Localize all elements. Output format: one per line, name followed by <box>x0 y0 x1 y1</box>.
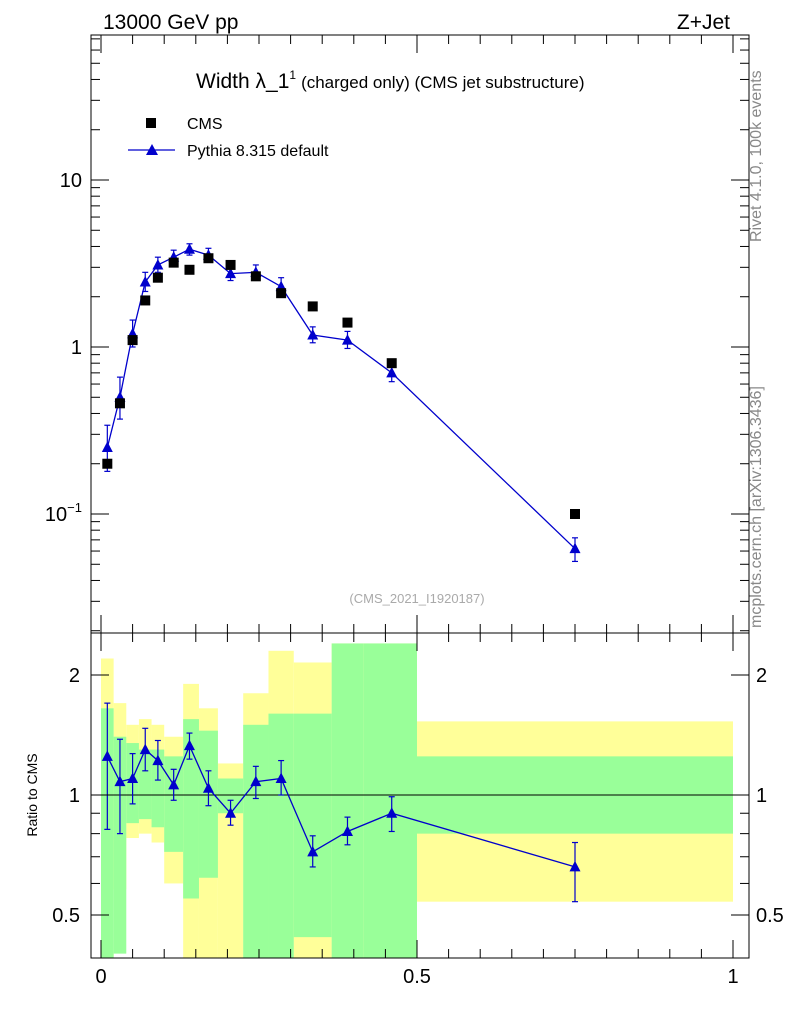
xtick-label: 0 <box>95 966 106 988</box>
ratio-band-inner <box>113 736 127 954</box>
legend-marker-pythia <box>146 144 158 155</box>
pythia-point <box>139 276 151 287</box>
cms-point <box>140 295 151 306</box>
cms-point <box>225 259 236 270</box>
cms-point <box>342 317 353 328</box>
ratio-band-inner <box>138 749 152 820</box>
rivet-label: Rivet 4.1.0, 100k events <box>748 70 765 242</box>
pythia-point <box>225 267 237 279</box>
cms-point <box>152 272 163 283</box>
main-ytick-label: 1 <box>71 337 82 359</box>
ratio-pythia-point <box>275 772 287 783</box>
ratio-band-inner <box>243 724 269 958</box>
ratio-band-inner <box>363 643 417 958</box>
ratio-band-inner <box>151 749 165 828</box>
analysis-id: (CMS_2021_I1920187) <box>349 591 484 606</box>
pythia-point <box>152 258 164 270</box>
ratio-pythia-point <box>341 825 353 836</box>
legend: CMS Pythia 8.315 default <box>128 116 329 160</box>
ratio-ytick-label-right: 2 <box>756 665 767 687</box>
cms-point <box>386 358 397 369</box>
ratio-ytick-label-right: 1 <box>756 785 767 807</box>
ratio-pythia-point <box>168 778 180 790</box>
xtick-label: 0.5 <box>403 966 431 988</box>
cms-point <box>276 288 287 299</box>
ratio-pythia-point <box>307 845 319 857</box>
ratio-pythia-point <box>127 772 139 783</box>
cms-point <box>168 257 179 268</box>
mcplots-label: mcplots.cern.ch [arXiv:1306.3436] <box>748 386 765 628</box>
cms-point <box>250 271 261 282</box>
ratio-band-inner <box>293 713 332 938</box>
plot-title: Width λ_11 (charged only) (CMS jet substr… <box>196 68 585 93</box>
ratio-band-inner <box>331 643 364 958</box>
ratio-band-inner <box>164 756 184 852</box>
cms-point <box>570 509 580 519</box>
cms-point <box>307 301 318 312</box>
ratio-pythia-point <box>569 860 581 872</box>
pythia-line <box>106 248 576 550</box>
ratio-ytick-label-right: 0.5 <box>756 905 784 927</box>
energy-label: 13000 GeV pp <box>103 11 238 34</box>
main-ytick-label: 10−1 <box>45 500 82 526</box>
ratio-pythia-point <box>114 775 126 787</box>
main-ytick-label-exp: −1 <box>67 500 82 515</box>
xtick-label: 1 <box>727 966 738 988</box>
ratio-ytick-label: 0.5 <box>52 905 80 927</box>
pythia-point <box>101 441 113 453</box>
ratio-ytick-label: 1 <box>69 785 80 807</box>
ratio-pythia-point <box>139 743 151 755</box>
cms-point <box>184 264 195 275</box>
ratio-band-inner <box>268 713 294 958</box>
ratio-pythia-point <box>250 775 262 787</box>
main-ytick-label: 10 <box>60 170 82 192</box>
cms-point <box>127 335 138 346</box>
legend-label-cms: CMS <box>187 116 223 133</box>
legend-marker-cms <box>146 118 156 128</box>
ratio-band-inner <box>183 719 199 899</box>
plot-title-sub: (charged only) (CMS jet substructure) <box>301 73 584 92</box>
ratio-ylabel: Ratio to CMS <box>24 753 40 836</box>
ratio-pythia-point <box>225 807 237 818</box>
cms-point <box>114 398 125 409</box>
cms-point <box>102 458 113 469</box>
main-ytick-label-base: 10 <box>45 504 67 526</box>
plot-title-sup: 1 <box>289 68 296 82</box>
ratio-pythia-point <box>386 807 398 818</box>
ratio-pythia-point <box>183 739 195 751</box>
ratio-pythia-point <box>202 782 214 793</box>
ratio-panel: 0.5 0.5 1 1 2 2 0 0.5 1 Ratio to CMS <box>24 632 784 988</box>
plot-title-main: Width λ_1 <box>196 70 289 93</box>
pythia-point <box>307 328 319 340</box>
cms-point <box>203 253 214 264</box>
ratio-ytick-label: 2 <box>69 665 80 687</box>
pythia-point <box>183 243 195 254</box>
process-label: Z+Jet <box>677 11 730 34</box>
pythia-point <box>569 542 581 554</box>
legend-label-pythia: Pythia 8.315 default <box>187 143 329 160</box>
pythia-point <box>386 366 398 378</box>
ratio-pythia-point <box>101 750 113 761</box>
ratio-pythia-point <box>152 754 164 766</box>
pythia-point <box>341 334 353 345</box>
ratio-band-inner <box>101 708 114 958</box>
